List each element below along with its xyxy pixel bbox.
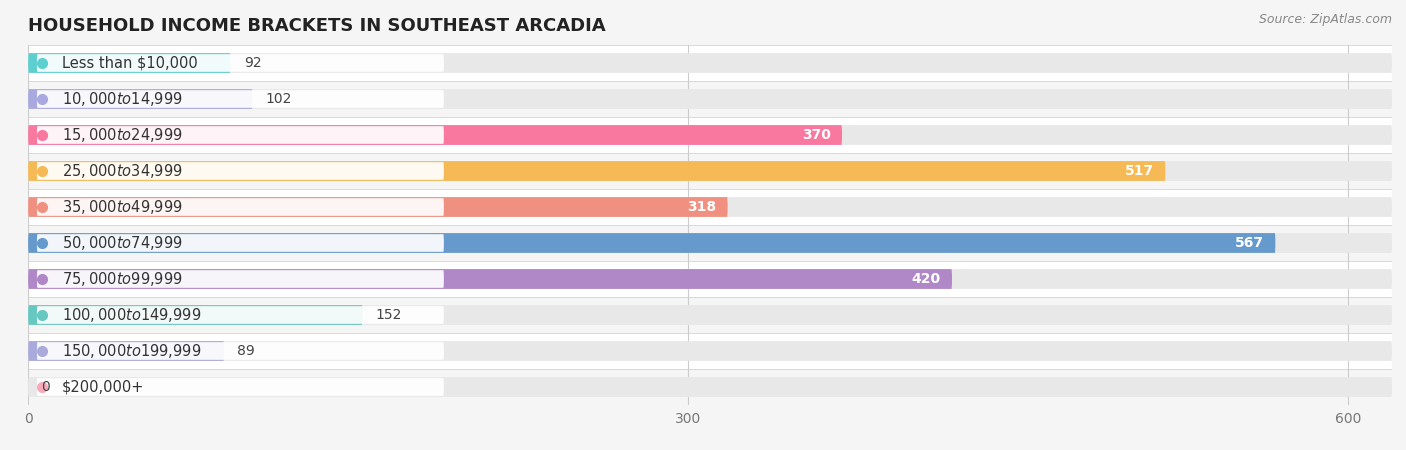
FancyBboxPatch shape [28,377,1392,397]
FancyBboxPatch shape [28,333,1392,369]
Text: 420: 420 [912,272,941,286]
Text: $25,000 to $34,999: $25,000 to $34,999 [62,162,183,180]
FancyBboxPatch shape [37,306,444,324]
FancyBboxPatch shape [37,198,444,216]
FancyBboxPatch shape [28,125,842,145]
FancyBboxPatch shape [28,197,728,217]
FancyBboxPatch shape [37,90,444,108]
FancyBboxPatch shape [28,153,1392,189]
FancyBboxPatch shape [28,305,363,325]
Text: HOUSEHOLD INCOME BRACKETS IN SOUTHEAST ARCADIA: HOUSEHOLD INCOME BRACKETS IN SOUTHEAST A… [28,17,606,35]
FancyBboxPatch shape [28,233,1275,253]
Text: 0: 0 [41,380,51,394]
FancyBboxPatch shape [28,45,1392,81]
Text: 152: 152 [375,308,402,322]
Text: $200,000+: $200,000+ [62,379,143,395]
FancyBboxPatch shape [37,54,444,72]
FancyBboxPatch shape [37,270,444,288]
FancyBboxPatch shape [28,233,1392,253]
FancyBboxPatch shape [37,378,444,396]
Text: $10,000 to $14,999: $10,000 to $14,999 [62,90,183,108]
FancyBboxPatch shape [28,89,1392,109]
FancyBboxPatch shape [28,305,1392,325]
FancyBboxPatch shape [28,197,1392,217]
FancyBboxPatch shape [37,126,444,144]
FancyBboxPatch shape [28,341,224,361]
FancyBboxPatch shape [37,234,444,252]
FancyBboxPatch shape [28,341,1392,361]
FancyBboxPatch shape [28,297,1392,333]
FancyBboxPatch shape [37,342,444,360]
FancyBboxPatch shape [28,89,253,109]
FancyBboxPatch shape [28,269,952,289]
Text: $150,000 to $199,999: $150,000 to $199,999 [62,342,201,360]
FancyBboxPatch shape [37,162,444,180]
FancyBboxPatch shape [28,189,1392,225]
FancyBboxPatch shape [28,117,1392,153]
FancyBboxPatch shape [28,53,1392,73]
Text: $15,000 to $24,999: $15,000 to $24,999 [62,126,183,144]
Text: 318: 318 [688,200,717,214]
FancyBboxPatch shape [28,161,1166,181]
Text: Less than $10,000: Less than $10,000 [62,55,197,71]
Text: $35,000 to $49,999: $35,000 to $49,999 [62,198,183,216]
Text: Source: ZipAtlas.com: Source: ZipAtlas.com [1258,14,1392,27]
FancyBboxPatch shape [28,261,1392,297]
FancyBboxPatch shape [28,225,1392,261]
FancyBboxPatch shape [28,269,1392,289]
Text: 92: 92 [243,56,262,70]
Text: $100,000 to $149,999: $100,000 to $149,999 [62,306,201,324]
FancyBboxPatch shape [28,53,231,73]
Text: 517: 517 [1125,164,1154,178]
Text: 370: 370 [803,128,831,142]
Text: 89: 89 [238,344,254,358]
FancyBboxPatch shape [28,81,1392,117]
Text: 102: 102 [266,92,292,106]
Text: 567: 567 [1236,236,1264,250]
FancyBboxPatch shape [28,125,1392,145]
Text: $50,000 to $74,999: $50,000 to $74,999 [62,234,183,252]
FancyBboxPatch shape [28,161,1392,181]
FancyBboxPatch shape [28,369,1392,405]
Text: $75,000 to $99,999: $75,000 to $99,999 [62,270,183,288]
